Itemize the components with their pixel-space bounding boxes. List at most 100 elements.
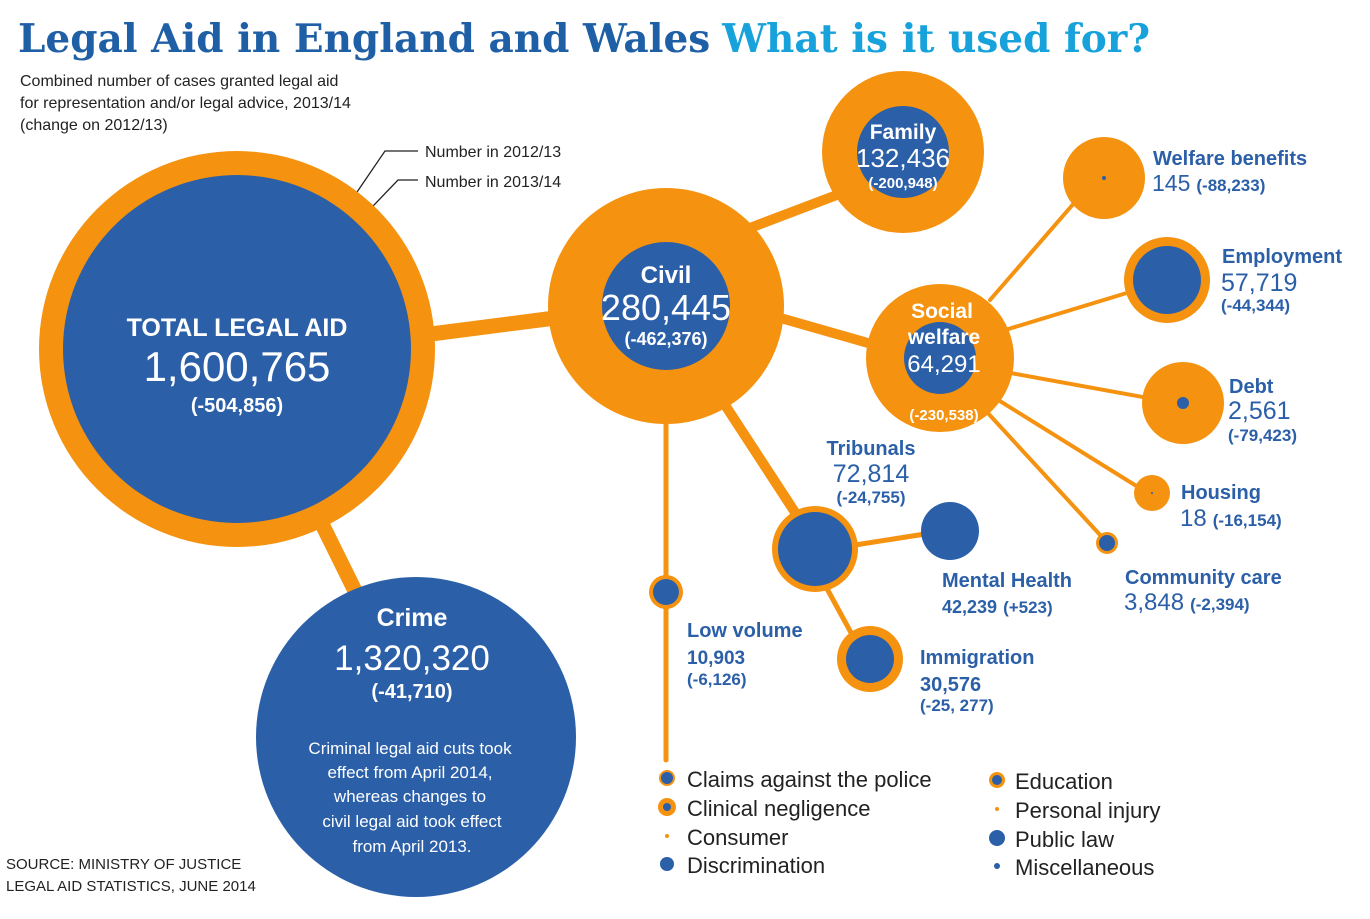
immigration-label: Immigration (920, 647, 1034, 669)
crime-circle (256, 577, 576, 897)
debt-value: 2,561 (1228, 397, 1291, 425)
crime-value: 1,320,320 (334, 639, 490, 678)
tribunals-change: (-24,755) (837, 488, 906, 507)
legend-discrimination: Discrimination (687, 853, 825, 878)
social-welfare-circle-inner (904, 322, 976, 394)
debt-change: (-79,423) (1228, 426, 1297, 445)
social-welfare-label-1: Social (911, 300, 973, 323)
crime-note-line-5: from April 2013. (352, 837, 471, 856)
legend-marker-consumer (665, 834, 669, 838)
mental-health-circle (921, 502, 979, 560)
housing-value: 18 (1180, 505, 1207, 532)
key-outer-label: Number in 2012/13 (425, 144, 561, 161)
title-question: What is it used for? (721, 16, 1150, 62)
low-volume-circle-inner (653, 579, 679, 605)
connector-social-debt (1003, 370, 1150, 400)
welfare-benefits-value: 145 (1152, 170, 1190, 196)
employment-label: Employment (1222, 246, 1342, 268)
key-inner-label: Number in 2013/14 (425, 174, 561, 191)
crime-note-line-4: civil legal aid took effect (322, 812, 502, 831)
title: Legal Aid in England and Wales What is it… (18, 16, 1150, 62)
connector-civil-social (765, 310, 880, 350)
legend-marker-personal-injury (995, 807, 999, 811)
connector-tribunals-mental (852, 531, 928, 548)
legend-claims-police: Claims against the police (687, 767, 932, 792)
mental-health-label: Mental Health (942, 570, 1072, 592)
welfare-benefits-label: Welfare benefits (1153, 148, 1307, 170)
employment-value: 57,719 (1221, 269, 1297, 297)
mental-health-value: 42,239 (942, 597, 997, 617)
civil-value: 280,445 (601, 287, 731, 328)
connector-social-housing (993, 396, 1140, 489)
low-volume-change: (-6,126) (687, 670, 747, 689)
legend-miscellaneous: Miscellaneous (1015, 855, 1154, 880)
legend-personal-injury: Personal injury (1015, 798, 1161, 823)
crime-note-line-2: effect from April 2014, (327, 763, 492, 782)
family-value: 132,436 (856, 143, 950, 173)
community-care-change: (-2,394) (1190, 595, 1250, 614)
legend-education: Education (1015, 769, 1113, 794)
debt-label: Debt (1229, 376, 1274, 398)
total-value: 1,600,765 (144, 343, 331, 390)
social-welfare-label-2: welfare (907, 326, 980, 349)
community-care-value: 3,848 (1124, 589, 1184, 616)
subtitle-line-3: (change on 2012/13) (20, 117, 168, 134)
legend-marker-clinical (663, 803, 671, 811)
immigration-circle-inner (846, 635, 894, 683)
legend-marker-discrimination (660, 857, 674, 871)
total-circle-inner (63, 175, 411, 523)
total-label: TOTAL LEGAL AID (127, 314, 348, 342)
crime-change: (-41,710) (371, 681, 452, 703)
tribunals-value: 72,814 (833, 460, 910, 488)
family-label: Family (870, 121, 937, 144)
subtitle-line-2: for representation and/or legal advice, … (20, 95, 351, 112)
legend-marker-miscellaneous (994, 863, 1000, 869)
employment-circle-inner (1133, 246, 1201, 314)
civil-label: Civil (641, 262, 692, 289)
mental-health-change: (+523) (1003, 598, 1053, 617)
low-volume-value: 10,903 (687, 648, 745, 669)
civil-change: (-462,376) (624, 329, 707, 349)
legend-public-law: Public law (1015, 827, 1114, 852)
source-line-2: LEGAL AID STATISTICS, JUNE 2014 (6, 878, 256, 895)
legend-marker-education (992, 775, 1002, 785)
tribunals-label: Tribunals (827, 438, 916, 460)
family-circle-inner (857, 106, 949, 198)
immigration-change: (-25, 277) (920, 696, 994, 715)
low-volume-label: Low volume (687, 620, 803, 642)
legend-marker-public-law (989, 830, 1005, 846)
housing-change: (-16,154) (1213, 511, 1282, 530)
legend-marker-claims-police (661, 772, 673, 784)
community-care-label: Community care (1125, 567, 1282, 589)
welfare-benefits-circle-inner (1102, 176, 1106, 180)
connector-social-welfare-benefits (988, 200, 1077, 302)
mental-health-figures: 42,239 (+523) (942, 597, 1053, 617)
social-welfare-change: (-230,538) (909, 407, 978, 424)
crime-note-line-3: whereas changes to (333, 787, 486, 806)
tribunals-circle-inner (778, 512, 852, 586)
community-care-circle-inner (1099, 535, 1115, 551)
social-welfare-value: 64,291 (907, 351, 980, 378)
welfare-benefits-figures: 145 (-88,233) (1152, 170, 1265, 196)
source-line-1: SOURCE: MINISTRY OF JUSTICE (6, 856, 241, 873)
welfare-benefits-change: (-88,233) (1196, 176, 1265, 195)
key-leader-outer (354, 150, 418, 196)
legend-consumer: Consumer (687, 825, 788, 850)
connector-social-community (983, 408, 1104, 539)
family-change: (-200,948) (868, 175, 937, 192)
connector-civil-tribunals (720, 400, 805, 525)
crime-note-line-1: Criminal legal aid cuts took (308, 739, 512, 758)
housing-label: Housing (1181, 482, 1261, 504)
crime-label: Crime (377, 604, 448, 632)
subtitle-line-1: Combined number of cases granted legal a… (20, 73, 338, 90)
housing-figures: 18 (-16,154) (1180, 505, 1282, 532)
connector-social-employment (1003, 290, 1132, 332)
connector-tribunals-immigration (822, 582, 858, 643)
immigration-value: 30,576 (920, 674, 981, 696)
total-change: (-504,856) (191, 395, 283, 417)
community-care-figures: 3,848 (-2,394) (1124, 589, 1250, 616)
legend-clinical-negligence: Clinical negligence (687, 796, 870, 821)
housing-circle-inner (1151, 492, 1153, 494)
title-main: Legal Aid in England and Wales (18, 16, 710, 62)
